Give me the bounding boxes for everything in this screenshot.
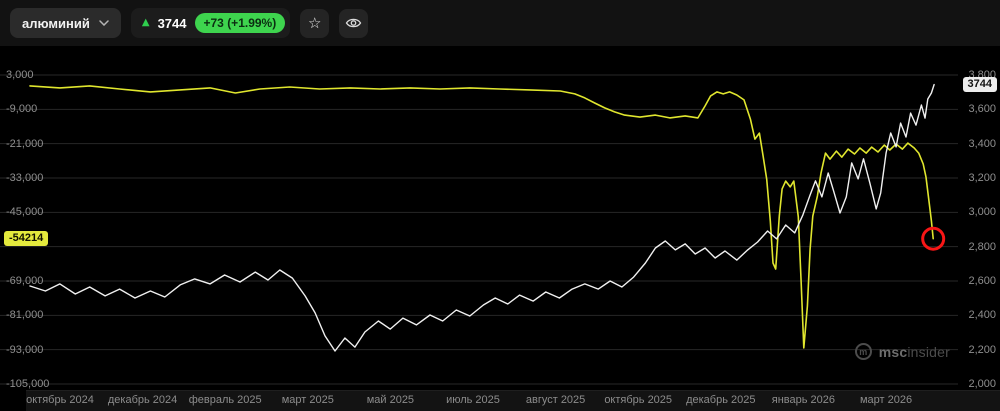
price-change-badge: +73 (+1.99%) <box>195 13 286 33</box>
left-axis-label: -69,000 <box>6 274 43 288</box>
chart-area[interactable]: -54214 3744 m mscinsider 3,000 -9,000 -21,… <box>0 46 1000 390</box>
right-axis-label: 2,200 <box>968 343 996 357</box>
price-value-badge: 3744 <box>963 77 997 92</box>
watch-button[interactable] <box>339 9 368 38</box>
x-axis-label: июль 2025 <box>425 394 521 406</box>
eye-icon <box>345 17 362 29</box>
chevron-down-icon <box>99 20 109 26</box>
right-axis-label: 3,600 <box>968 102 996 116</box>
trend-up-icon: ▲ <box>142 18 150 28</box>
right-axis-label: 3,000 <box>968 205 996 219</box>
right-axis-label: 2,600 <box>968 274 996 288</box>
left-axis-label: -21,000 <box>6 137 43 151</box>
x-axis: октябрь 2024декабрь 2024февраль 2025март… <box>0 390 1000 411</box>
x-axis-label: декабрь 2025 <box>673 394 769 406</box>
watermark-rest: insider <box>907 344 950 360</box>
last-price: 3744 <box>158 16 187 31</box>
left-axis-label: -81,000 <box>6 308 43 322</box>
left-axis-label: -45,000 <box>6 205 43 219</box>
watermark-bold: msc <box>879 344 908 360</box>
instrument-selector[interactable]: алюминий <box>10 8 121 38</box>
right-axis-label: 2,800 <box>968 240 996 254</box>
watermark-text: mscinsider <box>879 344 950 360</box>
x-axis-label: август 2025 <box>508 394 604 406</box>
left-axis-label: -9,000 <box>6 102 37 116</box>
x-axis-label: январь 2026 <box>755 394 851 406</box>
right-axis-label: 2,400 <box>968 308 996 322</box>
x-axis-label: февраль 2025 <box>177 394 273 406</box>
instrument-name: алюминий <box>22 16 90 31</box>
watermark: m mscinsider <box>855 343 950 360</box>
mscinsider-logo-icon: m <box>855 343 872 360</box>
right-axis-label: 3,200 <box>968 171 996 185</box>
quote-pill: ▲ 3744 +73 (+1.99%) <box>131 8 290 38</box>
left-axis-label: -105,000 <box>6 377 49 391</box>
x-axis-label: октябрь 2024 <box>12 394 108 406</box>
x-axis-label: май 2025 <box>342 394 438 406</box>
favorite-button[interactable]: ☆ <box>300 9 329 38</box>
indicator-line <box>30 86 933 348</box>
right-axis-label: 2,000 <box>968 377 996 391</box>
right-axis-label: 3,400 <box>968 137 996 151</box>
x-axis-label: март 2026 <box>838 394 934 406</box>
left-axis-label: 3,000 <box>6 68 34 82</box>
left-axis-label: -33,000 <box>6 171 43 185</box>
indicator-value-badge: -54214 <box>4 231 48 246</box>
trading-terminal: алюминий ▲ 3744 +73 (+1.99%) ☆ -54214 37… <box>0 0 1000 411</box>
x-axis-label: декабрь 2024 <box>95 394 191 406</box>
left-axis-label: -93,000 <box>6 343 43 357</box>
x-axis-label: октябрь 2025 <box>590 394 686 406</box>
x-axis-label: март 2025 <box>260 394 356 406</box>
price-chart-canvas <box>0 46 1000 390</box>
toolbar: алюминий ▲ 3744 +73 (+1.99%) ☆ <box>0 0 1000 46</box>
star-icon: ☆ <box>308 16 321 31</box>
